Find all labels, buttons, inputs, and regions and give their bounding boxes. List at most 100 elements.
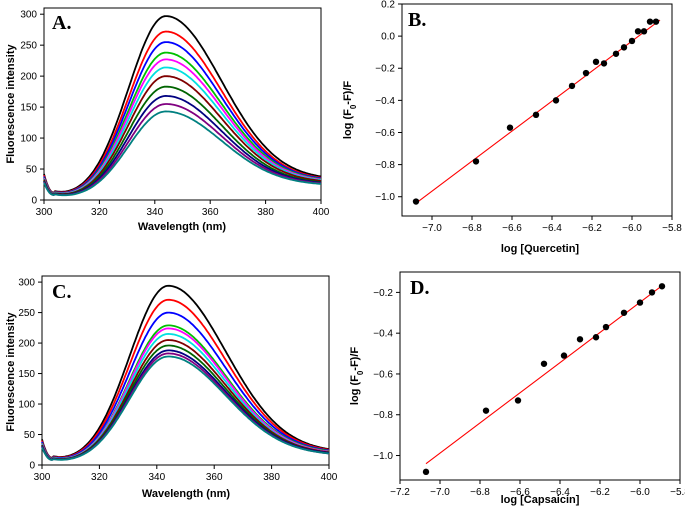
panel-d-x-tick-label: −7.0 [430,487,450,498]
panel-a-y-tick-label: 300 [20,10,37,21]
panel-c-x-ticks: 300 320 340 360 380 400 [34,465,338,483]
panel-d-y-tick-label: −0.2 [373,288,393,299]
panel-b-data-point [640,28,648,35]
panel-b-points [412,18,660,205]
panel-d-y-tick-label: −1.0 [373,451,393,462]
panel-d-fit-line [425,283,665,465]
panel-d-data-point [540,360,548,367]
panel-c-curve-3 [41,311,330,460]
panel-a-x-ticks: 300 320 340 360 380 400 [36,200,330,218]
panel-a-series [43,15,322,197]
panel-b-data-point [506,124,514,131]
panel-a-curve-1 [43,15,322,194]
panel-a-y-tick-label: 150 [20,103,37,114]
panel-c-curve-2 [41,298,330,460]
panel-d-data-point [514,397,522,404]
panel-d-data-point [560,352,568,359]
panel-c-series [41,284,330,461]
panel-d-y-tick-label: −0.8 [373,410,393,421]
panel-a-curve-7 [43,75,322,196]
panel-c-x-tick-label: 360 [206,472,223,483]
panel-c-y-tick-label: 250 [18,308,35,319]
panel-b-letter: B. [408,9,426,31]
panel-c-y-tick-label: 150 [18,369,35,380]
panel-a-x-tick-label: 380 [257,207,274,218]
panel-d-x-tick-label: −6.6 [510,487,530,498]
panel-d-x-tick-label: −6.4 [550,487,570,498]
panel-b-data-point [532,111,540,119]
panel-b-y-tick-label: 0.2 [381,0,395,11]
panel-a-curve-3 [43,41,322,195]
panel-b-x-tick-label: −7.0 [422,223,442,234]
panel-b-data-point [568,82,576,90]
panel-b-data-point [628,37,636,45]
panel-b-data-point [552,97,560,104]
panel-d-points [422,283,666,476]
panel-d-x-tick-label: −6.2 [590,487,610,498]
panel-a-fluorescence-chart: 300 320 340 360 380 400 0 50 100 150 200 250 300 A.… [5,7,330,233]
panel-a-y-tick-label: 200 [20,72,37,83]
panel-c-y-tick-label: 300 [18,278,35,289]
panel-b-y-tick-label: −0.8 [375,160,395,171]
panel-d-x-axis-label: log [Capsaicin] [501,494,580,506]
panel-d-x-tick-label: −6.0 [630,487,650,498]
panel-d-x-tick-label: −6.8 [470,487,490,498]
panel-b-y-tick-label: −0.4 [375,96,395,107]
panel-c-x-tick-label: 320 [91,472,108,483]
panel-a-plot-frame [43,7,322,201]
panel-b-plot-frame [401,3,673,217]
panel-b-x-tick-label: −6.2 [582,223,602,234]
panel-d-x-tick-label: −5.8 [670,487,685,498]
panel-b-data-point [646,18,654,25]
panel-d-y-ticks: −1.0 −0.8 −0.6 −0.4 −0.2 [373,288,400,462]
panel-c-y-tick-label: 100 [18,400,35,411]
panel-b-x-ticks: −7.0 −6.8 −6.6 −6.4 −6.2 −6.0 −5.8 [422,216,682,234]
panel-b-data-point [582,69,590,77]
panel-a-curve-8 [43,85,322,196]
panel-a-y-axis-label: Fluorescence intensity [5,44,17,164]
panel-c-letter: C. [52,281,71,303]
panel-a-y-ticks: 0 50 100 150 200 250 300 [20,10,44,207]
panel-b-y-tick-label: −0.2 [375,64,395,75]
panel-a-x-tick-label: 360 [202,207,219,218]
panel-b-quercetin-plot: −7.0 −6.8 −6.6 −6.4 −6.2 −6.0 −5.8 −1.0 −0.8 −0.… [342,0,682,255]
panel-c-curve-11 [41,355,330,461]
panel-d-data-point [620,309,628,316]
panel-b-x-tick-label: −6.0 [622,223,642,234]
panel-d-x-tick-label: −7.2 [390,487,410,498]
panel-c-fluorescence-chart: 300 320 340 360 380 400 0 50 100 150 200 250 300 C.… [5,275,338,500]
panel-d-y-axis-label: log (F0-F)/F [349,347,365,405]
panel-c-y-tick-label: 200 [18,339,35,350]
panel-d-y-tick-label: −0.6 [373,369,393,380]
panel-d-capsaicin-plot: −7.2 −7.0 −6.8 −6.6 −6.4 −6.2 −6.0 −5.8 −1.0 −0.… [349,271,685,506]
panel-b-x-axis-label: log [Quercetin] [501,243,580,255]
panel-b-x-tick-label: −6.4 [542,223,562,234]
panel-c-x-axis-label: Wavelength (nm) [142,488,231,500]
panel-b-data-point [652,18,660,25]
panel-c-x-tick-label: 400 [321,472,338,483]
panel-b-data-point [634,28,642,35]
panel-a-y-tick-label: 0 [31,196,37,207]
panel-c-curve-1 [41,284,330,459]
panel-d-data-point [602,323,610,331]
panel-b-fit-line [415,19,661,204]
panel-a-curve-2 [43,30,322,195]
panel-d-data-point [658,283,666,290]
panel-a-y-tick-label: 50 [26,165,38,176]
panel-b-data-point [620,44,628,51]
panel-d-data-point [636,299,644,306]
panel-b-y-tick-label: −0.6 [375,128,395,139]
panel-d-data-point [648,289,656,296]
panel-c-y-tick-label: 0 [29,461,35,472]
panel-b-y-axis-label: log (F0-F)/F [342,81,358,139]
panel-a-y-tick-label: 250 [20,41,37,52]
panel-d-plot-frame [399,271,681,481]
panel-c-y-ticks: 0 50 100 150 200 250 300 [18,278,42,472]
panel-c-y-axis-label: Fluorescence intensity [5,312,17,432]
panel-b-data-point [472,158,480,165]
panel-b-fit-line-layer [415,19,661,204]
panel-a-curve-11 [43,110,322,197]
panel-d-letter: D. [410,277,429,299]
panel-d-data-point [422,468,430,476]
panel-d-data-point [482,407,490,414]
